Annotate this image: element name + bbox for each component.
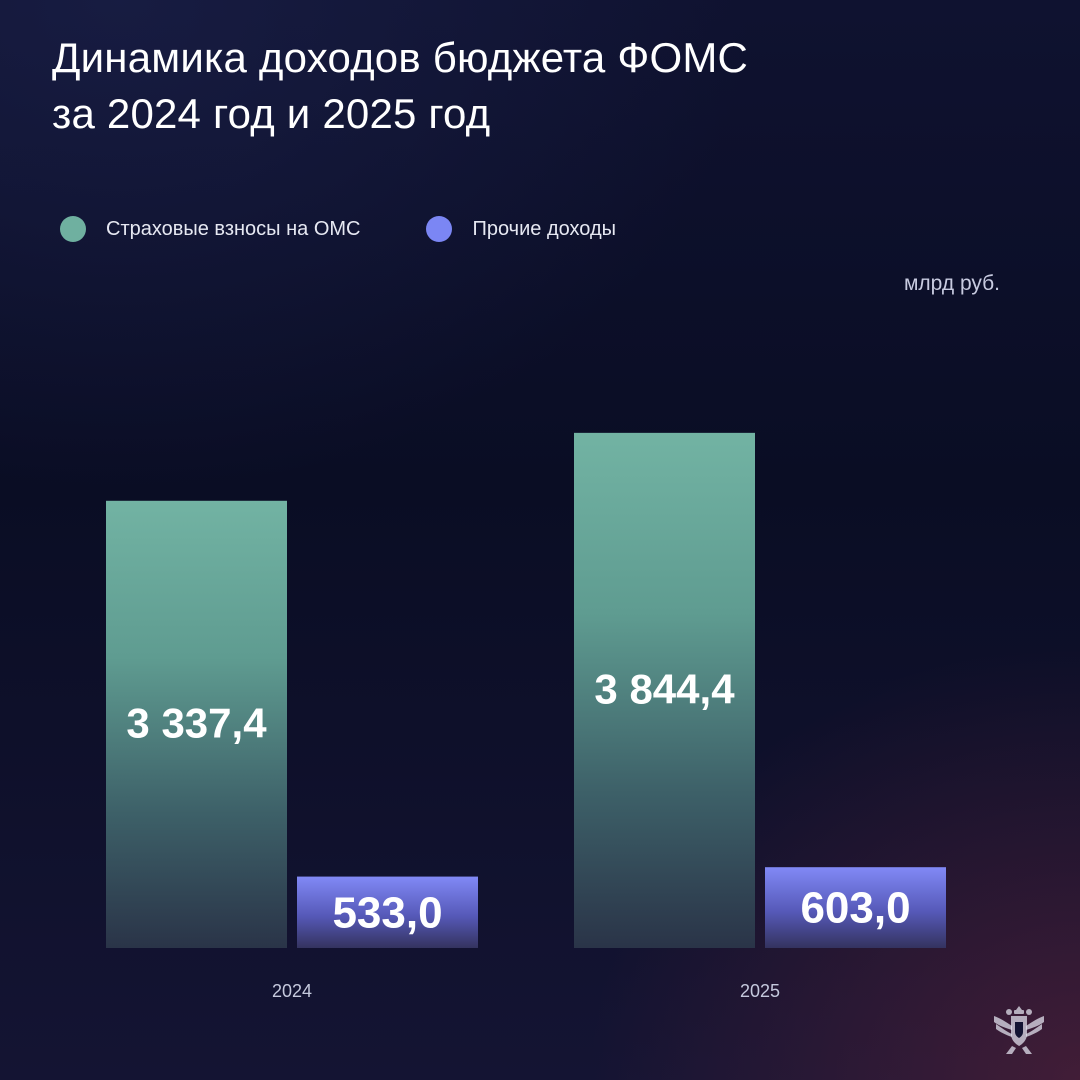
labels-layer: 3 337,4 533,0 2024 3 844,4 603,0 2025	[126, 665, 910, 1001]
value-label-other-2024: 533,0	[332, 888, 442, 937]
bar-other-2024	[297, 876, 478, 948]
bar-insurance-2025	[574, 432, 755, 948]
chart-title: Динамика доходов бюджета ФОМС за 2024 го…	[52, 30, 1012, 142]
legend-item-other: Прочие доходы	[426, 212, 616, 246]
legend-swatch-other	[426, 216, 453, 242]
chart-title-line-1: Динамика доходов бюджета ФОМС	[52, 34, 749, 81]
legend-label-other: Прочие доходы	[472, 217, 617, 240]
bars-layer	[106, 432, 946, 948]
value-label-insurance-2024: 3 337,4	[126, 699, 267, 746]
bar-insurance-2024	[106, 500, 287, 948]
legend-item-insurance: Страховые взносы на ОМС	[60, 212, 360, 246]
legend-label-insurance: Страховые взносы на ОМС	[106, 217, 361, 240]
x-tick-label-2024: 2024	[272, 981, 312, 1001]
value-label-insurance-2025: 3 844,4	[594, 665, 735, 712]
chart-title-line-2: за 2024 год и 2025 год	[52, 90, 491, 137]
double-headed-eagle-icon	[994, 1006, 1044, 1054]
legend: Страховые взносы на ОМС Прочие доходы	[60, 212, 616, 246]
legend-swatch-insurance	[60, 216, 86, 242]
bar-other-2025	[765, 867, 946, 948]
x-tick-label-2025: 2025	[740, 981, 780, 1001]
value-label-other-2025: 603,0	[800, 884, 910, 933]
unit-label: млрд руб.	[903, 272, 1000, 295]
